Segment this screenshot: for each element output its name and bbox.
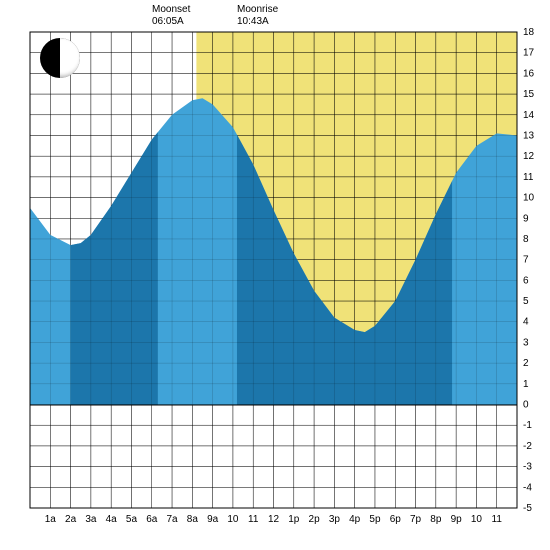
moon-phase-icon (40, 38, 80, 78)
y-tick-label: -5 (523, 503, 532, 514)
y-tick-label: -3 (523, 462, 532, 473)
y-tick-label: 14 (523, 110, 535, 121)
y-tick-label: 5 (523, 296, 529, 307)
y-tick-label: 17 (523, 48, 535, 59)
y-tick-label: -4 (523, 482, 532, 493)
x-tick-label: 1a (45, 514, 57, 525)
x-tick-label: 8p (430, 514, 442, 525)
y-tick-label: 11 (523, 172, 534, 183)
x-tick-label: 2p (309, 514, 321, 525)
x-tick-label: 5a (126, 514, 138, 525)
x-tick-label: 11 (492, 514, 503, 525)
y-tick-label: 16 (523, 68, 535, 79)
moonset-block: Moonset 06:05A (152, 4, 190, 28)
y-tick-label: 15 (523, 89, 535, 100)
x-tick-label: 9a (207, 514, 219, 525)
x-tick-label: 12 (268, 514, 280, 525)
x-tick-label: 10 (227, 514, 239, 525)
y-tick-label: -2 (523, 441, 532, 452)
x-tick-label: 7a (166, 514, 178, 525)
x-tick-label: 8a (187, 514, 199, 525)
x-tick-label: 7p (410, 514, 422, 525)
y-tick-label: 18 (523, 27, 535, 38)
x-tick-label: 1p (288, 514, 300, 525)
y-tick-label: 10 (523, 193, 535, 204)
moonrise-block: Moonrise 10:43A (237, 4, 278, 28)
y-tick-label: 3 (523, 337, 529, 348)
x-tick-label: 4a (106, 514, 118, 525)
y-tick-label: 12 (523, 151, 535, 162)
y-tick-label: 9 (523, 213, 529, 224)
x-tick-label: 3a (85, 514, 97, 525)
moonrise-time: 10:43A (237, 16, 278, 28)
y-tick-label: 8 (523, 234, 529, 245)
y-tick-label: 2 (523, 358, 529, 369)
y-tick-label: 4 (523, 317, 529, 328)
y-tick-label: 13 (523, 130, 535, 141)
x-tick-label: 3p (329, 514, 341, 525)
y-tick-label: -1 (523, 420, 532, 431)
x-tick-label: 5p (369, 514, 381, 525)
moonrise-label: Moonrise (237, 4, 278, 16)
x-tick-label: 9p (451, 514, 463, 525)
y-tick-label: 7 (523, 255, 529, 266)
tide-chart: Moonset 06:05A Moonrise 10:43A 181716151… (0, 0, 550, 550)
x-tick-label: 6a (146, 514, 158, 525)
moonset-label: Moonset (152, 4, 190, 16)
y-tick-label: 1 (523, 379, 529, 390)
chart-svg: 1817161514131211109876543210-1-2-3-4-51a… (0, 0, 550, 550)
x-tick-label: 2a (65, 514, 77, 525)
x-tick-label: 10 (471, 514, 483, 525)
x-tick-label: 11 (248, 514, 259, 525)
moonset-time: 06:05A (152, 16, 190, 28)
x-tick-label: 4p (349, 514, 361, 525)
y-tick-label: 6 (523, 275, 529, 286)
x-tick-label: 6p (390, 514, 402, 525)
y-tick-label: 0 (523, 400, 529, 411)
